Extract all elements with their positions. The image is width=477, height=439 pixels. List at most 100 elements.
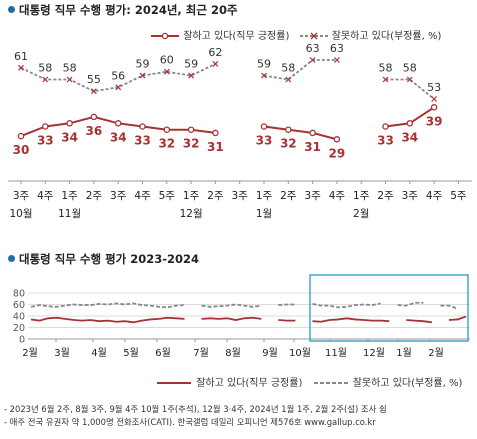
x-axis-week-label: 4주: [426, 190, 443, 202]
positive-point: [163, 126, 171, 133]
negative-point: [163, 68, 170, 75]
negative-point: [333, 57, 340, 63]
footnotes: - 2023년 6월 2주, 8월 3주, 9월 4주 10월 1주(추석), …: [4, 403, 387, 429]
negative-value-label: 59: [184, 58, 198, 71]
x-axis-month-label: 5월: [123, 347, 139, 359]
x-axis-month-label: 10월: [289, 347, 311, 359]
bullet-icon: [8, 6, 15, 13]
x-axis-week-label: 4주: [134, 190, 151, 202]
negative-value-label: 58: [63, 62, 77, 75]
positive-value-label: 36: [86, 124, 103, 138]
negative-point: [42, 76, 49, 83]
negative-series-line: [312, 302, 381, 309]
positive-value-label: 31: [304, 140, 321, 154]
x-axis-month-label: 9월: [262, 347, 278, 359]
x-axis-week-label: 1주: [353, 190, 370, 202]
x-axis-month-label: 10월: [9, 208, 32, 220]
positive-point: [187, 126, 195, 133]
x-axis-week-label: 1주: [183, 190, 200, 202]
x-axis-month-label: 12월: [363, 347, 385, 359]
negative-point: [115, 84, 122, 91]
x-axis-month-label: 12월: [180, 208, 203, 220]
negative-value-label: 63: [306, 42, 320, 55]
bottom-chart-title: 대통령 직무 수행 평가 2023-2024: [8, 251, 199, 267]
x-axis-week-label: 4주: [37, 190, 54, 202]
x-axis-month-label: 2월: [353, 208, 369, 220]
x-axis-week-label: 1주: [61, 190, 78, 202]
positive-legend-marker-icon: [151, 32, 179, 40]
y-axis-tick-label: 20: [13, 323, 25, 334]
y-axis-tick-label: 0: [19, 335, 25, 346]
x-axis-month-label: 3월: [54, 347, 70, 359]
footnote-2: - 매주 전국 유권자 약 1,000명 전화조사(CATI). 한국갤럽 데일…: [4, 417, 376, 427]
legend-negative-label: 잘못하고 있다(부정률, %): [331, 31, 442, 42]
positive-value-label: 32: [183, 137, 200, 151]
top-line-chart: 61 58 58 55 56 59 60 59 62 59 58 63 63 58 58 53 30 33 34 36…: [8, 42, 472, 220]
x-axis-month-label: 11월: [325, 347, 347, 359]
positive-value-label: 29: [329, 146, 346, 160]
negative-point: [18, 64, 24, 71]
negative-value-label: 58: [281, 62, 295, 75]
y-axis-tick-label: 60: [13, 300, 25, 311]
x-axis-month-label: 4월: [91, 347, 107, 359]
legend2-negative-label: 잘못하고 있다(부정률, %): [352, 378, 463, 389]
negative-point: [139, 72, 146, 79]
negative-value-label: 60: [160, 54, 174, 67]
positive-value-label: 33: [37, 134, 54, 148]
negative-value-label: 58: [403, 62, 417, 75]
negative-value-label: 59: [257, 58, 271, 71]
positive-point: [260, 123, 268, 130]
positive-point: [406, 120, 414, 127]
negative-value-label: 56: [111, 69, 125, 82]
positive-point: [212, 129, 219, 137]
negative-point: [261, 72, 267, 79]
x-axis-month-label: 1월: [256, 208, 272, 220]
negative-value-label: 62: [208, 46, 222, 59]
positive-point: [333, 136, 341, 143]
x-axis-month-label: 8월: [225, 347, 241, 359]
positive-point: [382, 123, 389, 130]
positive-value-label: 34: [110, 130, 127, 144]
negative-point: [66, 76, 73, 83]
positive-value-label: 39: [426, 114, 443, 128]
x-axis-week-label: 1주: [256, 190, 273, 202]
recent-20-weeks-highlight-box: [309, 274, 469, 342]
positive-series-line: [30, 316, 185, 324]
positive-value-label: 34: [401, 130, 418, 144]
y-axis-tick-label: 40: [13, 312, 25, 323]
positive-point: [114, 120, 122, 127]
negative-value-label: 61: [14, 50, 28, 63]
x-axis-month-label: 2월: [22, 347, 38, 359]
positive-value-label: 33: [256, 134, 273, 148]
positive-series-line: [201, 316, 262, 321]
bottom-chart-title-text: 대통령 직무 수행 평가 2023-2024: [19, 252, 200, 266]
negative-series-line: [278, 303, 296, 306]
x-axis-month-label: 11월: [58, 208, 81, 220]
x-axis-week-label: 3주: [232, 190, 249, 202]
x-axis-week-label: 2주: [207, 190, 224, 202]
positive-value-label: 32: [280, 137, 297, 151]
x-axis-week-label: 5주: [159, 190, 176, 202]
x-axis-week-label: 3주: [13, 190, 30, 202]
x-axis-week-label: 2주: [86, 190, 103, 202]
negative-legend-line-icon: [313, 382, 348, 384]
positive-point: [139, 123, 146, 130]
negative-value-label: 58: [38, 62, 52, 75]
legend-positive-label: 잘하고 있다(직무 긍정률): [183, 31, 290, 42]
negative-point: [90, 88, 97, 95]
x-axis-week-label: 3주: [402, 190, 419, 202]
negative-value-label: 53: [427, 81, 441, 94]
x-axis-month-label: 2월: [428, 347, 444, 359]
negative-value-label: 58: [379, 62, 393, 75]
positive-value-label: 32: [158, 137, 175, 151]
negative-series-line: [440, 304, 458, 310]
positive-point: [430, 104, 438, 111]
positive-value-label: 33: [377, 134, 394, 148]
negative-series-line: [30, 302, 185, 309]
top-chart-title: 대통령 직무 수행 평가: 2024년, 최근 20주: [8, 2, 238, 18]
x-axis-week-label: 5주: [450, 190, 467, 202]
x-axis-month-label: 1월: [396, 347, 412, 359]
positive-series-line: [406, 319, 433, 324]
positive-series-line: [263, 125, 338, 141]
